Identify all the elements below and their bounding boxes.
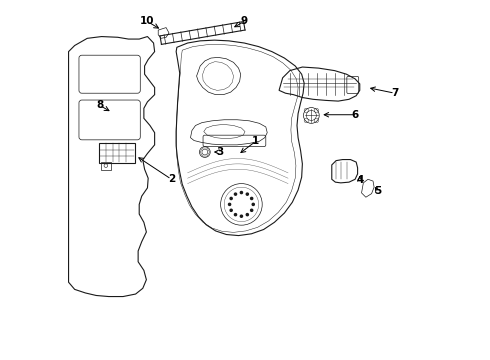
Text: 4: 4: [356, 175, 364, 185]
Circle shape: [240, 192, 243, 194]
Text: 2: 2: [168, 174, 175, 184]
Circle shape: [246, 213, 248, 216]
Circle shape: [252, 203, 254, 206]
Text: 3: 3: [216, 147, 223, 157]
Text: 9: 9: [241, 17, 248, 27]
Circle shape: [230, 209, 232, 211]
Circle shape: [250, 197, 253, 199]
Circle shape: [250, 209, 253, 211]
Text: 7: 7: [391, 88, 398, 98]
Circle shape: [234, 193, 237, 195]
Circle shape: [234, 213, 237, 216]
Text: 8: 8: [96, 100, 103, 111]
Circle shape: [240, 215, 243, 217]
Text: 1: 1: [252, 136, 259, 146]
Text: 10: 10: [140, 17, 155, 27]
Text: 6: 6: [352, 110, 359, 120]
Circle shape: [246, 193, 248, 195]
Circle shape: [230, 197, 232, 199]
Text: 5: 5: [374, 186, 381, 197]
Circle shape: [228, 203, 231, 206]
